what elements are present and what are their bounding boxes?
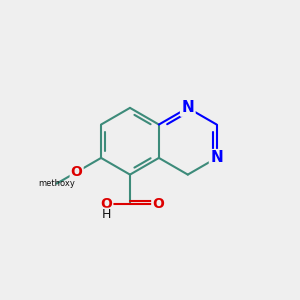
Text: H: H <box>102 208 111 221</box>
Text: O: O <box>71 165 82 179</box>
Text: O: O <box>100 197 112 211</box>
Text: O: O <box>152 197 164 211</box>
Text: N: N <box>210 150 223 165</box>
Text: N: N <box>182 100 194 116</box>
Text: methoxy: methoxy <box>38 179 75 188</box>
